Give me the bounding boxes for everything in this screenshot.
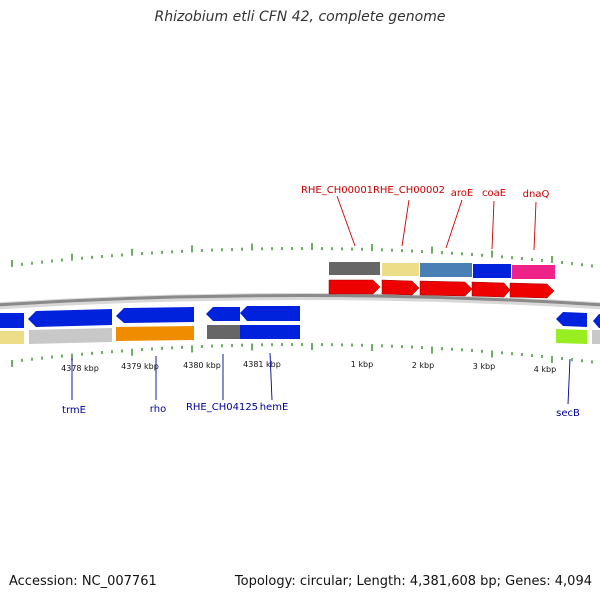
scale-label: 3 kbp	[473, 362, 495, 371]
feature-box-rhe-ch00001[interactable]	[329, 262, 380, 275]
gene-arrow-trme[interactable]	[28, 309, 112, 327]
scale-label: 1 kbp	[351, 360, 373, 369]
feature-box-coae[interactable]	[473, 264, 511, 278]
feature-box-right-edge[interactable]	[592, 330, 600, 344]
forward-gene-labels: RHE_CH00001 RHE_CH00002 aroE coaE dnaQ	[301, 185, 550, 200]
feature-box-trme[interactable]	[29, 328, 112, 344]
gene-label-aroe[interactable]: aroE	[451, 188, 473, 199]
gene-arrow-secb[interactable]	[556, 312, 587, 327]
forward-feature-row	[329, 262, 555, 279]
gene-arrow-heme[interactable]	[240, 306, 300, 321]
scale-label: 4379 kbp	[121, 362, 159, 371]
scale-label: 4378 kbp	[61, 364, 99, 373]
tick-row-top	[11, 243, 593, 268]
gene-arrow-aroe[interactable]	[419, 280, 473, 297]
gene-label-heme[interactable]: hemE	[260, 402, 289, 413]
callout-dnaq	[533, 201, 537, 251]
feature-box-rhe-ch04125[interactable]	[207, 325, 240, 339]
feature-box-rho[interactable]	[116, 326, 194, 341]
gene-arrow-rho[interactable]	[116, 307, 194, 323]
scale-label: 4380 kbp	[183, 361, 221, 370]
callout-lines	[71, 195, 571, 405]
callout-rhe-ch00002	[401, 199, 410, 247]
reverse-gene-labels: trmE rho RHE_CH04125 hemE secB	[62, 402, 580, 419]
reverse-gene-arrows	[0, 306, 600, 328]
gene-arrow-dnaq[interactable]	[509, 282, 555, 299]
gene-arrow-rhe-ch00002[interactable]	[381, 279, 420, 296]
callout-heme	[269, 352, 273, 401]
gene-label-rhe-ch00001[interactable]: RHE_CH00001	[301, 185, 373, 196]
gene-label-rho[interactable]: rho	[150, 404, 166, 415]
gene-arrow-rhe-ch04125[interactable]	[206, 307, 240, 321]
scale-label: 4 kbp	[534, 365, 556, 374]
genome-title: Rhizobium etli CFN 42, complete genome	[154, 9, 446, 25]
scale-labels: 4378 kbp 4379 kbp 4380 kbp 4381 kbp 1 kb…	[61, 360, 556, 374]
gene-arrow-right-edge[interactable]	[593, 314, 600, 328]
feature-box-heme[interactable]	[240, 325, 300, 339]
callout-secb	[567, 358, 571, 405]
callout-coae	[491, 200, 495, 250]
gene-arrow-left-edge[interactable]	[0, 313, 24, 328]
gene-label-rhe-ch04125[interactable]: RHE_CH04125	[186, 402, 258, 413]
gene-label-dnaq[interactable]: dnaQ	[523, 189, 550, 200]
gene-label-coae[interactable]: coaE	[482, 188, 506, 199]
feature-box-aroe[interactable]	[420, 263, 472, 277]
gene-arrow-rhe-ch00001[interactable]	[328, 279, 381, 295]
gene-label-trme[interactable]: trmE	[62, 405, 86, 416]
gene-label-rhe-ch00002[interactable]: RHE_CH00002	[373, 185, 445, 196]
accession-label: Accession: NC_007761	[9, 574, 157, 589]
tick-row-bottom	[11, 343, 593, 367]
reverse-feature-row	[0, 325, 600, 344]
genome-backbone-line	[0, 294, 600, 307]
scale-label: 2 kbp	[412, 361, 434, 370]
gene-label-secb[interactable]: secB	[556, 408, 580, 419]
feature-box-left-edge[interactable]	[0, 331, 24, 344]
feature-box-dnaq[interactable]	[512, 265, 555, 279]
genome-summary: Topology: circular; Length: 4,381,608 bp…	[234, 574, 592, 589]
forward-gene-arrows	[328, 279, 555, 299]
scale-label: 4381 kbp	[243, 360, 281, 369]
feature-box-rhe-ch00002[interactable]	[382, 263, 419, 276]
feature-box-secb[interactable]	[556, 329, 587, 344]
callout-rhe-ch00001	[336, 195, 356, 247]
gene-arrow-coae[interactable]	[471, 281, 511, 298]
callout-aroe	[445, 199, 463, 249]
